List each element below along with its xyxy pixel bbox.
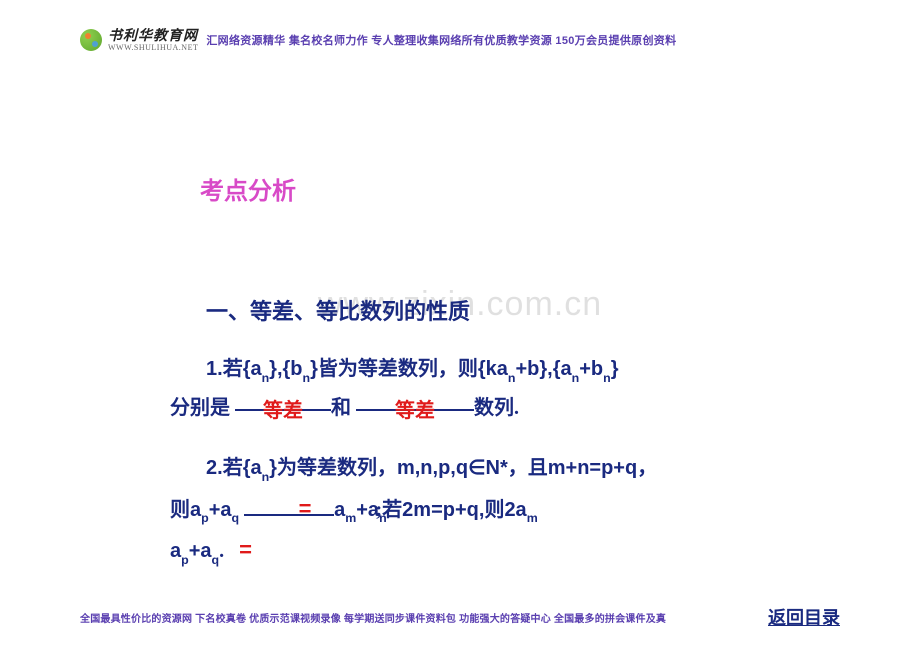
- point-2: 2.若{an}为等差数列，m,n,p,q∈N*，且m+n=p+q， 则ap+aq…: [170, 449, 750, 571]
- point-1-number: 1.: [206, 358, 223, 380]
- footer-tagline: 全国最具性价比的资源网 下名校真卷 优质示范课视频录像 每学期送同步课件资料包 …: [80, 610, 666, 625]
- answer-eq-2: =: [239, 537, 252, 562]
- point-1: 1.若{an},{bn}皆为等差数列，则{kan+b},{an+bn} 分别是 …: [170, 350, 750, 427]
- back-to-toc-link[interactable]: 返回目录: [768, 604, 840, 630]
- blank-1: 等差: [235, 389, 331, 411]
- answer-1: 等差: [263, 392, 303, 430]
- page-footer: 全国最具性价比的资源网 下名校真卷 优质示范课视频录像 每学期送同步课件资料包 …: [80, 604, 840, 630]
- blank-3: [244, 494, 334, 516]
- point-2-number: 2.: [206, 457, 223, 479]
- topic-heading: 一、等差、等比数列的性质: [206, 291, 750, 333]
- section-title: 考点分析: [200, 170, 750, 216]
- answer-2: 等差: [395, 392, 435, 430]
- blank-2: 等差: [356, 389, 474, 411]
- slide-content: 考点分析 一、等差、等比数列的性质 1.若{an},{bn}皆为等差数列，则{k…: [0, 0, 920, 652]
